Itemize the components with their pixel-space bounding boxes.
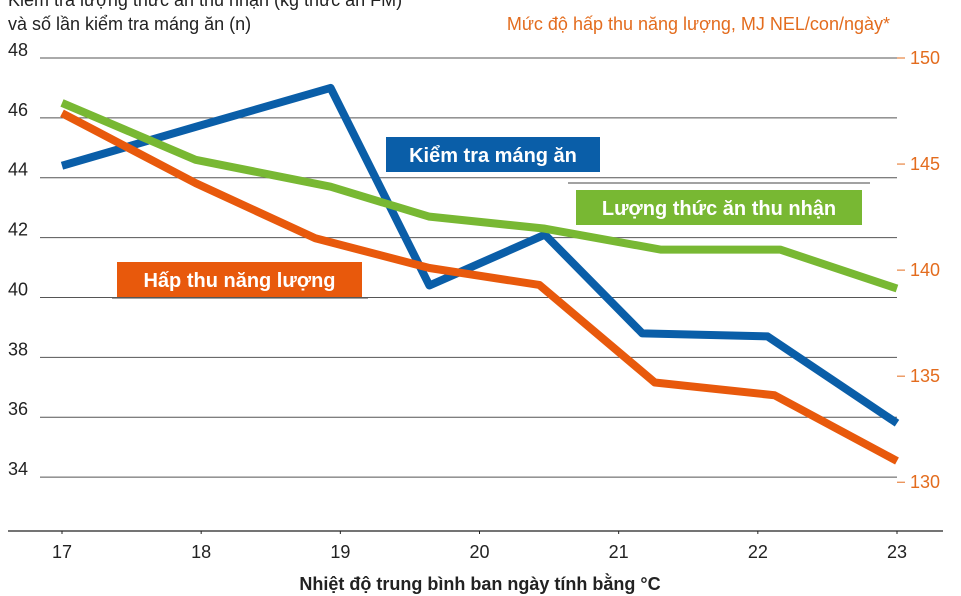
y-tick-label: 42 (8, 220, 28, 240)
y-tick-label: 40 (8, 279, 28, 299)
y-tick-label: 34 (8, 459, 28, 479)
x-title: Nhiệt độ trung bình ban ngày tính bằng °… (299, 573, 660, 594)
x-tick-label: 23 (887, 542, 907, 562)
x-tick-label: 18 (191, 542, 211, 562)
y-tick-label: 46 (8, 100, 28, 120)
y-tick-label: 48 (8, 40, 28, 60)
series-label-box (386, 137, 600, 172)
y-tick-label: 38 (8, 339, 28, 359)
series-line (60, 83, 900, 427)
y2-tick-label: 145 (910, 154, 940, 174)
y2-tick-label: 140 (910, 260, 940, 280)
x-tick-label: 21 (609, 542, 629, 562)
y2-tick-label: 130 (910, 472, 940, 492)
y-title: Kiểm tra lượng thức ăn thu nhận (kg thức… (8, 0, 402, 10)
x-tick-label: 22 (748, 542, 768, 562)
series-label: Hấp thu năng lượng (143, 270, 335, 292)
series-label: Lượng thức ăn thu nhận (602, 198, 836, 220)
y-tick-label: 44 (8, 160, 28, 180)
series-label-box (576, 190, 862, 225)
y2-tick-label: 150 (910, 48, 940, 68)
series-label: Kiểm tra máng ăn (409, 145, 577, 167)
y-tick-label: 36 (8, 399, 28, 419)
series-line (60, 109, 899, 465)
x-tick-label: 19 (330, 542, 350, 562)
x-tick-label: 20 (469, 542, 489, 562)
series-label-box (117, 262, 362, 297)
x-tick-label: 17 (52, 542, 72, 562)
series-line (60, 99, 899, 293)
y2-title: Mức độ hấp thu năng lượng, MJ NEL/con/ng… (507, 14, 890, 34)
y-title: và số lần kiểm tra máng ăn (n) (8, 14, 251, 34)
y2-tick-label: 135 (910, 366, 940, 386)
